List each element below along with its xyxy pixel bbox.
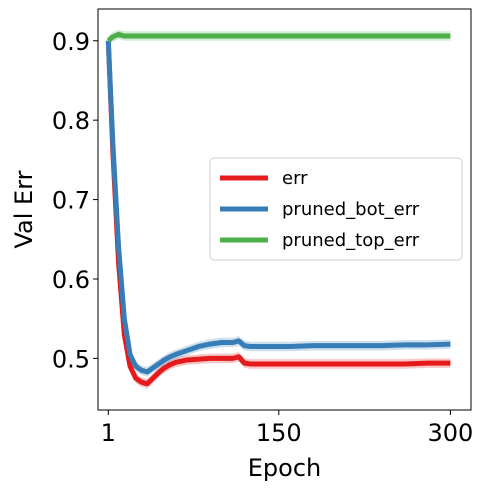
x-tick-label: 300 xyxy=(427,419,473,447)
legend-label-err: err xyxy=(282,168,308,189)
series-line-err xyxy=(105,40,451,387)
plot-frame xyxy=(97,8,472,411)
y-tick-label: 0.9 xyxy=(52,28,90,56)
x-axis: 1 150 300 xyxy=(101,410,473,447)
series-line-pruned-bot-err xyxy=(105,40,451,375)
series-lines xyxy=(105,31,451,387)
series-line-pruned-top-err xyxy=(106,31,451,43)
legend-label-pruned-top-err: pruned_top_err xyxy=(282,230,420,251)
y-tick-label: 0.7 xyxy=(52,187,90,215)
legend-box xyxy=(209,157,463,261)
y-axis-label: Val Err xyxy=(10,170,38,248)
y-axis: 0.5 0.6 0.7 0.8 0.9 xyxy=(52,28,98,373)
legend: err pruned_bot_err pruned_top_err xyxy=(209,157,463,261)
y-tick-label: 0.5 xyxy=(52,345,90,373)
legend-label-pruned-bot-err: pruned_bot_err xyxy=(282,199,420,220)
y-tick-label: 0.8 xyxy=(52,107,90,135)
y-tick-label: 0.6 xyxy=(52,266,90,294)
x-tick-label: 1 xyxy=(101,419,116,447)
x-axis-label: Epoch xyxy=(248,454,322,482)
x-tick-label: 150 xyxy=(256,419,302,447)
